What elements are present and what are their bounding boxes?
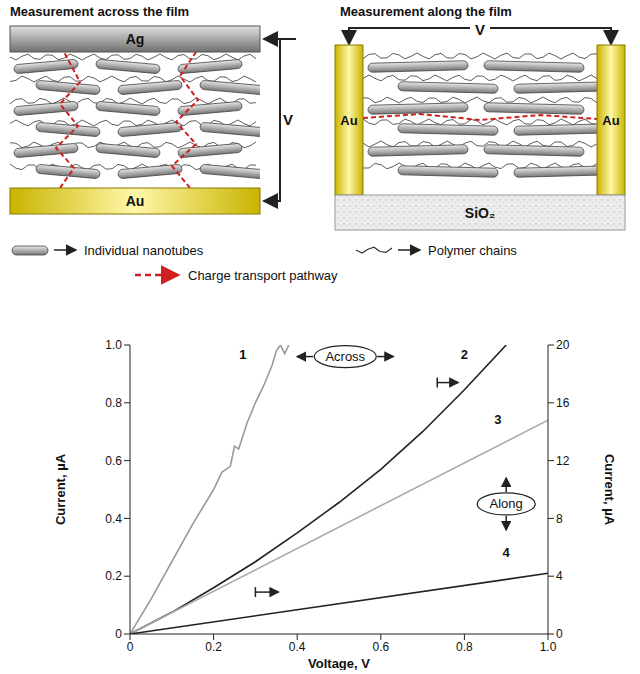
svg-text:Individual nanotubes: Individual nanotubes (84, 243, 204, 258)
svg-text:0.4: 0.4 (289, 640, 306, 654)
svg-text:1: 1 (239, 347, 246, 362)
svg-text:Au: Au (602, 113, 619, 128)
svg-text:Charge transport pathway: Charge transport pathway (188, 268, 338, 283)
svg-text:0.6: 0.6 (105, 454, 122, 468)
svg-text:0: 0 (115, 627, 122, 641)
svg-text:Ag: Ag (126, 31, 145, 47)
svg-text:12: 12 (556, 454, 570, 468)
svg-text:Voltage, V: Voltage, V (308, 656, 370, 670)
svg-text:0: 0 (556, 627, 563, 641)
svg-text:8: 8 (556, 512, 563, 526)
svg-text:0.8: 0.8 (105, 396, 122, 410)
svg-text:3: 3 (494, 412, 501, 427)
svg-text:Au: Au (340, 113, 357, 128)
svg-text:1.0: 1.0 (105, 338, 122, 352)
svg-text:Measurement across the film: Measurement across the film (10, 4, 189, 19)
svg-text:Along: Along (490, 496, 523, 511)
svg-text:0.2: 0.2 (105, 569, 122, 583)
svg-text:Current, µA: Current, µA (53, 453, 68, 525)
svg-text:SiO₂: SiO₂ (465, 205, 495, 221)
svg-text:0.6: 0.6 (372, 640, 389, 654)
svg-text:V: V (283, 111, 293, 128)
svg-text:20: 20 (556, 338, 570, 352)
svg-text:0.8: 0.8 (456, 640, 473, 654)
svg-text:1.0: 1.0 (540, 640, 557, 654)
svg-text:0.2: 0.2 (205, 640, 222, 654)
svg-text:16: 16 (556, 396, 570, 410)
svg-text:Across: Across (325, 349, 365, 364)
svg-text:4: 4 (503, 545, 511, 560)
svg-text:2: 2 (461, 347, 468, 362)
svg-text:Polymer chains: Polymer chains (428, 243, 517, 258)
svg-text:Current, µA: Current, µA (602, 454, 617, 526)
svg-text:V: V (475, 21, 485, 38)
svg-text:Au: Au (126, 193, 145, 209)
svg-text:4: 4 (556, 569, 563, 583)
svg-text:Measurement along the film: Measurement along the film (340, 4, 512, 19)
svg-text:0: 0 (127, 640, 134, 654)
svg-text:0.4: 0.4 (105, 512, 122, 526)
